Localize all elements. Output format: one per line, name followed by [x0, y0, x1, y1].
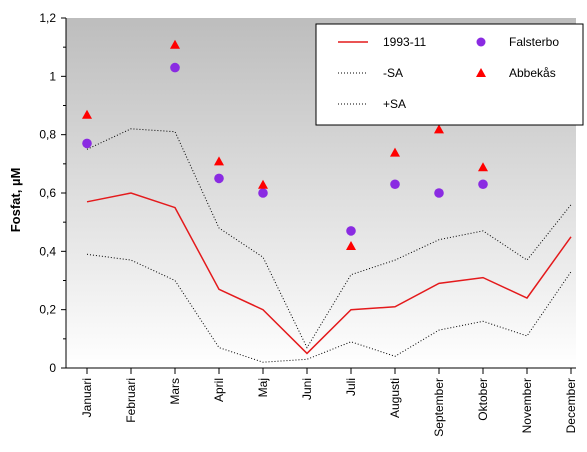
y-axis-label: Fosfat, µM: [8, 168, 23, 233]
point-falsterbo-juli: [346, 226, 356, 236]
legend-label-minus-sa: -SA: [383, 66, 403, 80]
y-tick-label: 0,2: [39, 303, 56, 317]
point-abbek-s-augusti: [390, 147, 400, 157]
legend-marker-falsterbo: [476, 37, 486, 47]
x-tick-label-september: September: [432, 378, 446, 437]
x-tick-label-maj: Maj: [256, 378, 270, 397]
series-line-sa: [86, 128, 572, 349]
legend-box: [315, 23, 584, 126]
legend: 1993-11 -SA +SA Falsterbo Abbekås: [315, 23, 584, 126]
point-falsterbo-augusti: [390, 179, 400, 190]
point-abbek-s-maj: [258, 179, 268, 189]
y-tick-label: 0,6: [39, 186, 56, 200]
x-tick-label-augusti: Augusti: [388, 378, 402, 418]
legend-label-falsterbo: Falsterbo: [509, 35, 559, 49]
point-abbek-s-april: [214, 156, 224, 166]
point-falsterbo-januari: [82, 138, 92, 149]
x-tick-label-juli: Juli: [344, 378, 358, 396]
point-abbek-s-januari: [82, 109, 92, 119]
y-tick-label: 0,8: [39, 128, 56, 142]
series-line-sa: [86, 253, 572, 363]
legend-label-plus-sa: +SA: [383, 97, 406, 111]
series-line-1993-11: [86, 192, 572, 355]
point-abbek-s-september: [434, 124, 444, 134]
point-abbek-s-oktober: [478, 162, 488, 172]
y-tick-label: 0: [49, 361, 56, 375]
x-tick-label-april: April: [212, 378, 226, 402]
y-axis-ticks: 0 0,2 0,4 0,6 0,8 1 1,2: [39, 11, 66, 375]
x-tick-label-december: December: [564, 378, 578, 433]
x-tick-label-november: November: [520, 378, 534, 433]
x-axis-ticks: Januari Februari Mars April Maj Juni Juli Augus…: [80, 368, 578, 437]
point-falsterbo-mars: [170, 62, 180, 73]
x-tick-label-juni: Juni: [300, 378, 314, 400]
legend-label-1993-11: 1993-11: [383, 35, 426, 49]
point-abbek-s-mars: [170, 39, 180, 49]
x-tick-label-januari: Januari: [80, 378, 94, 417]
point-falsterbo-september: [434, 188, 444, 198]
x-tick-label-februari: Februari: [124, 378, 138, 423]
point-falsterbo-april: [214, 173, 224, 184]
y-tick-label: 1,2: [39, 11, 56, 25]
x-tick-label-oktober: Oktober: [476, 378, 490, 421]
point-abbek-s-juli: [346, 241, 356, 250]
x-tick-label-mars: Mars: [168, 378, 182, 405]
series-layer: [86, 128, 572, 363]
legend-marker-abbekas: [476, 68, 486, 77]
y-tick-label: 1: [49, 69, 56, 83]
point-falsterbo-maj: [258, 188, 268, 198]
legend-label-abbekas: Abbekås: [509, 66, 556, 80]
y-tick-label: 0,4: [39, 244, 56, 258]
marker-layer: [82, 39, 488, 250]
point-falsterbo-oktober: [478, 179, 488, 190]
